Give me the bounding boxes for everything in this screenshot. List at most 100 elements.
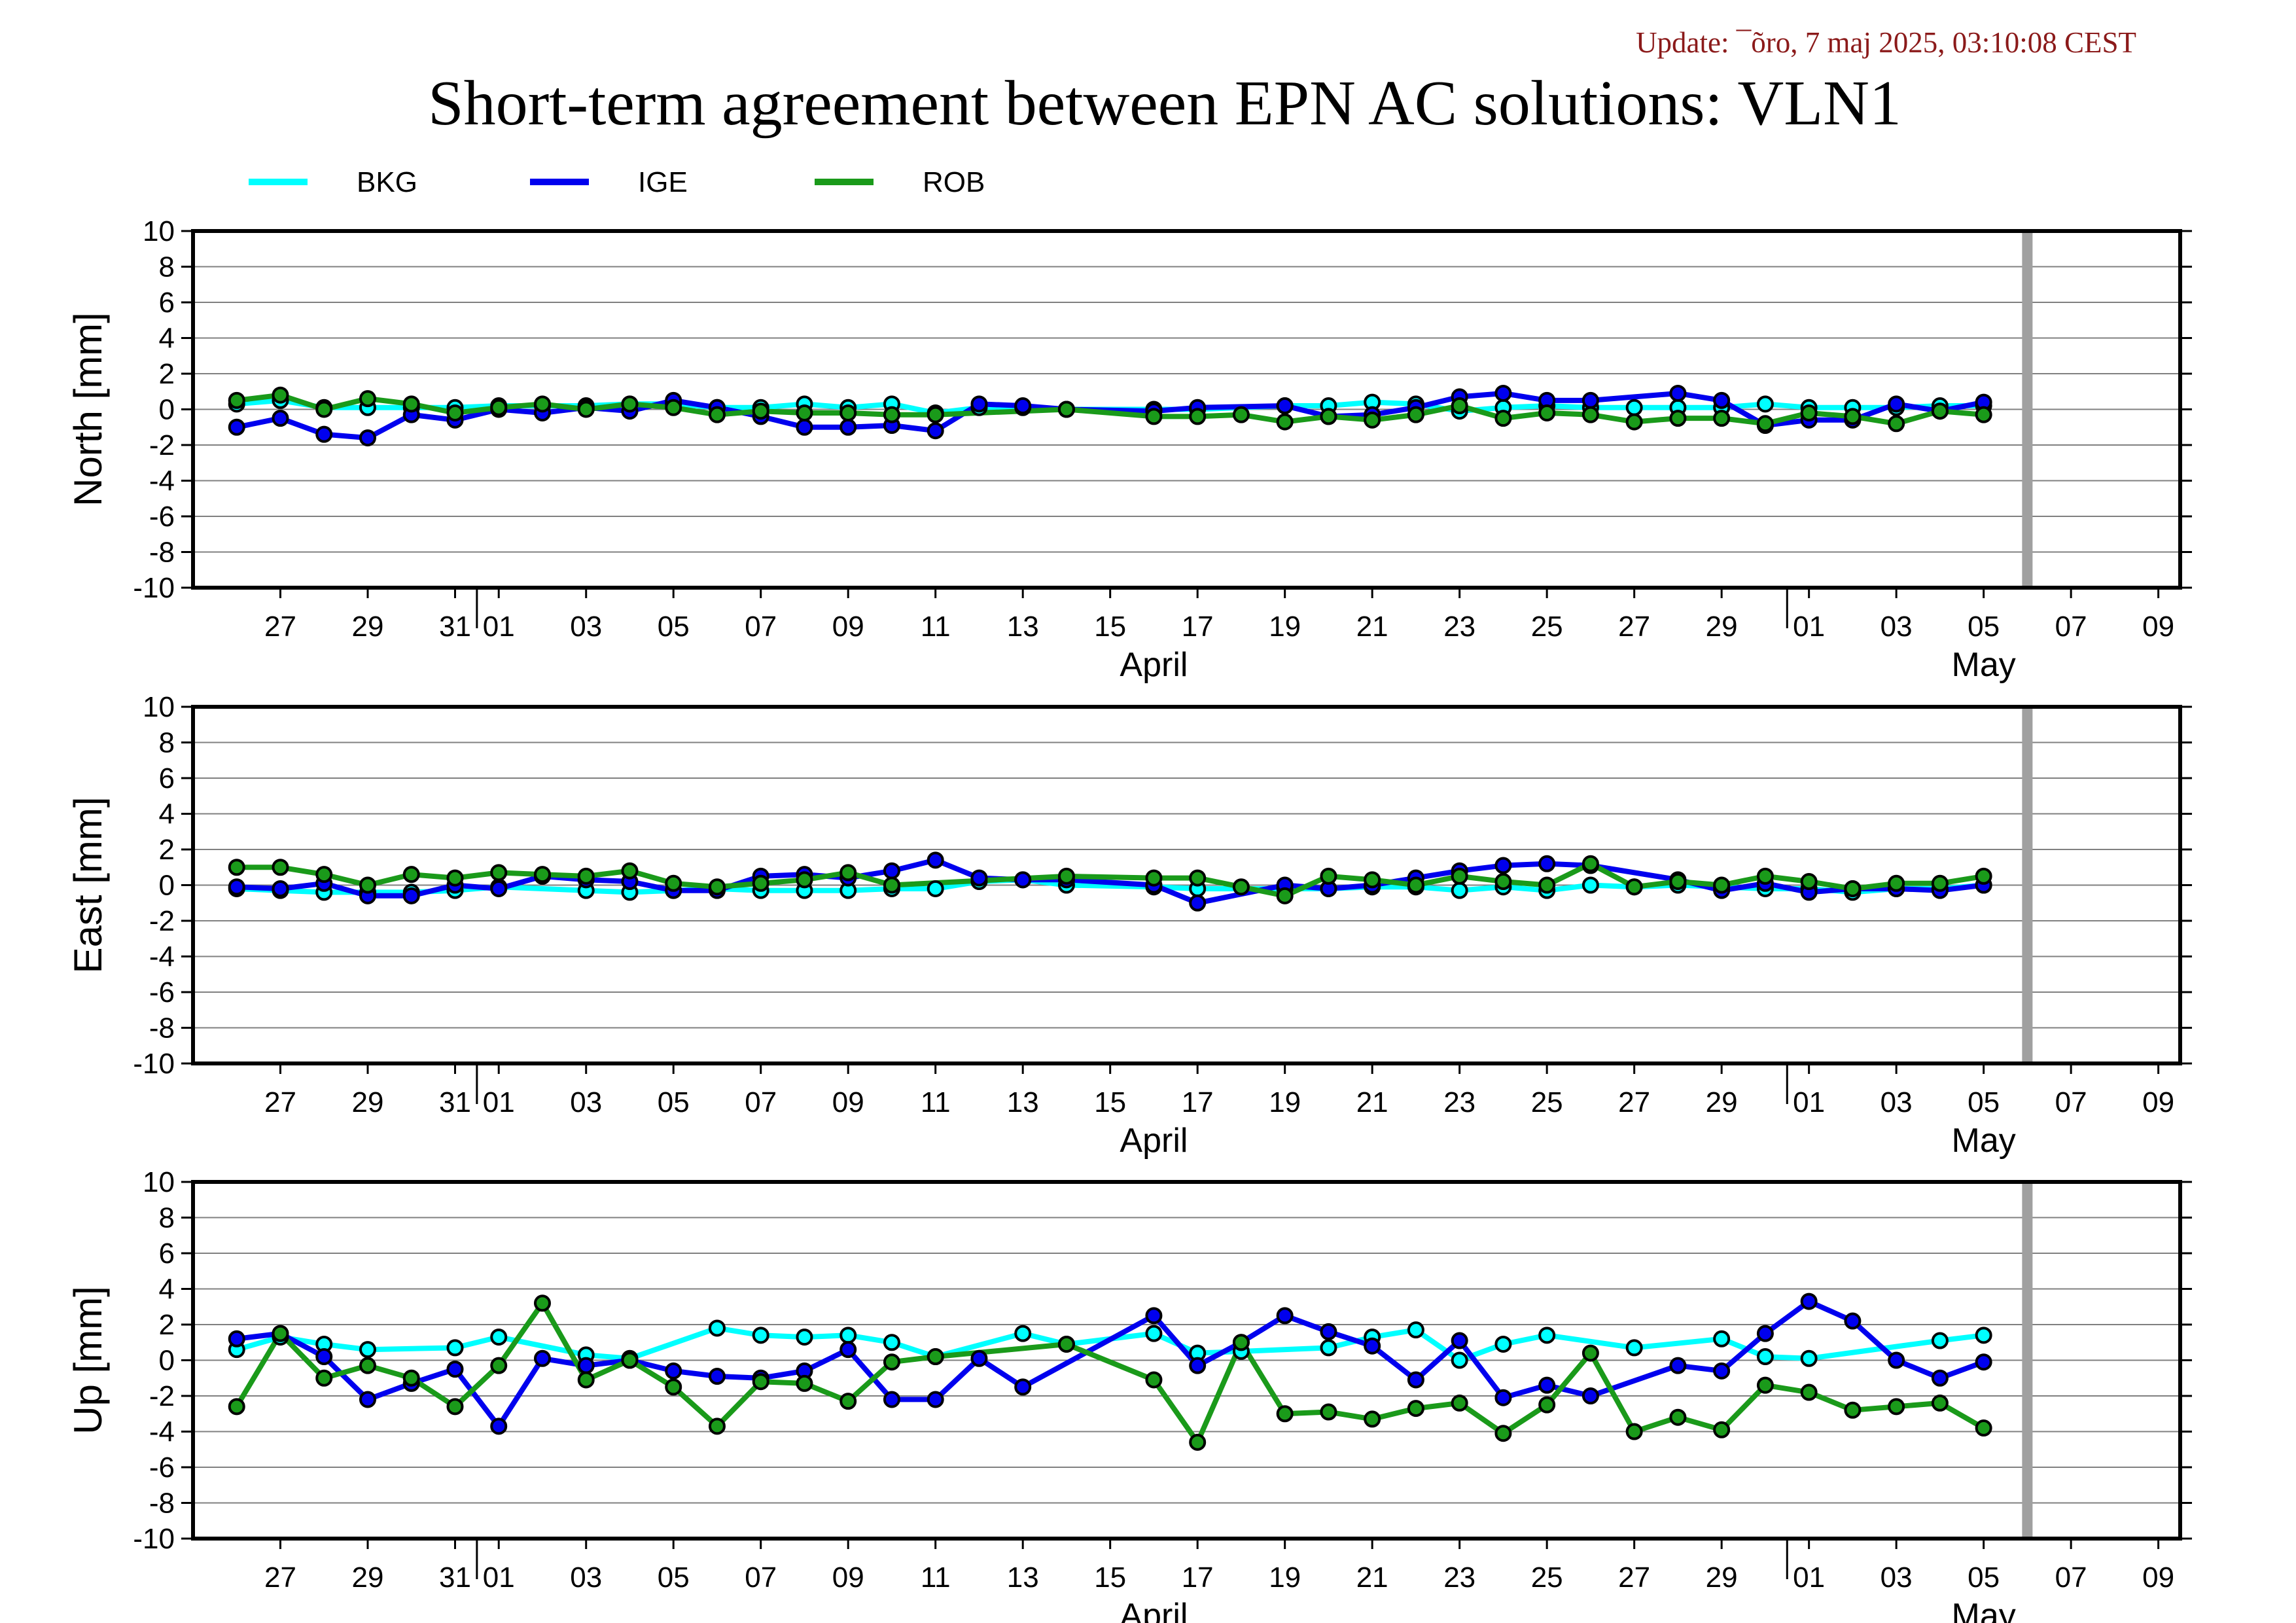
x-tick-label: 03 [570,611,602,643]
data-point-rob [577,401,595,418]
data-point-bkg [1451,1351,1468,1369]
data-point-bkg [1625,399,1643,416]
y-tick-label: -8 [149,537,175,569]
y-tick-label: 8 [159,1202,175,1234]
data-point-ige [1494,384,1512,402]
data-point-rob [533,866,551,883]
data-point-rob [1189,869,1207,887]
x-tick-label: 01 [483,611,515,643]
data-point-rob [708,878,726,896]
x-tick-label: 23 [1443,1561,1475,1594]
x-tick-label: 09 [2142,611,2174,643]
x-tick-label: 25 [1531,1561,1563,1594]
x-tick-label: 29 [352,1086,384,1118]
data-point-rob [315,401,333,418]
data-point-rob [1581,1344,1599,1362]
y-tick-label: -10 [133,1048,175,1080]
data-point-rob [883,406,900,423]
data-point-ige [1538,1376,1556,1394]
x-tick-label: 03 [570,1086,602,1118]
data-point-rob [1669,873,1687,891]
data-point-rob [1276,1405,1294,1423]
data-point-rob [1320,408,1337,425]
data-point-rob [1145,408,1163,425]
data-point-rob [1407,1400,1424,1418]
y-tick-label: 10 [143,1166,175,1198]
data-point-rob [490,864,508,882]
x-tick-label: 07 [745,611,777,643]
data-point-bkg [1756,1348,1774,1366]
y-tick-label: -2 [149,905,175,937]
data-point-ige [1581,391,1599,409]
panel-1: 10 86 4 2 0-2 -4-6 -8 -10 27 29 31 01 03 05 07 09 11 13 15… [66,691,2192,1160]
data-point-bkg [359,1341,376,1359]
data-point-ige [1713,1362,1731,1380]
data-point-rob [1276,887,1294,904]
data-point-rob [927,406,944,423]
data-point-rob [359,876,376,894]
x-tick-label: 23 [1443,611,1475,643]
y-tick-label: -6 [149,1452,175,1484]
x-tick-label: 29 [1706,1086,1738,1118]
y-tick-label: -8 [149,1488,175,1520]
x-tick-label: 07 [2055,611,2087,643]
x-tick-label: 05 [1968,1086,2000,1118]
data-point-ige [1320,1323,1337,1340]
y-tick-label: 10 [143,691,175,723]
data-point-rob [1888,415,1905,433]
data-point-rob [1581,406,1599,423]
data-point-ige [883,862,900,880]
x-tick-label: 19 [1269,611,1301,643]
data-point-rob [839,864,857,882]
data-point-rob [1057,401,1075,418]
legend-label-ige: IGE [638,166,688,198]
x-tick-label: 27 [1618,611,1650,643]
y-tick-label: -6 [149,501,175,533]
data-point-rob [1364,1410,1381,1428]
x-tick-label: 03 [570,1561,602,1594]
data-point-ige [490,880,508,897]
x-tick-label: 17 [1182,611,1214,643]
data-point-rob [228,859,245,876]
data-point-ige [1538,855,1556,872]
data-point-rob [315,1369,333,1387]
data-point-rob [1931,402,1949,420]
data-point-rob [402,1369,420,1387]
data-point-ige [970,395,988,413]
data-point-rob [1931,874,1949,892]
data-point-rob [446,1398,464,1416]
y-tick-label: 4 [159,1274,175,1306]
data-point-rob [1888,1398,1905,1416]
data-point-ige [1189,894,1207,912]
data-point-rob [621,862,639,880]
data-point-rob [1844,880,1862,897]
data-point-ige [228,1330,245,1347]
x-tick-label: 01 [483,1086,515,1118]
x-tick-label: 11 [921,1561,951,1594]
data-point-rob [1057,1335,1075,1353]
data-point-ige [315,425,333,443]
data-point-rob [1232,406,1250,423]
data-point-ige [665,1362,682,1380]
data-point-rob [315,866,333,883]
data-point-rob [883,1353,900,1371]
data-point-rob [1057,867,1075,885]
data-point-bkg [1407,1321,1424,1339]
data-point-ige [272,410,289,427]
data-point-rob [1320,1403,1337,1421]
data-point-bkg [1713,1330,1731,1347]
legend: BKG IGE ROB [249,166,985,198]
x-tick-label: 09 [832,611,864,643]
data-point-rob [1538,404,1556,421]
data-point-rob [533,1294,551,1312]
y-tick-label: -10 [133,572,175,604]
data-point-rob [796,871,813,889]
data-point-bkg [446,1339,464,1357]
data-point-ige [796,418,813,436]
data-point-rob [1407,406,1424,423]
data-point-bkg [1538,1327,1556,1344]
data-point-ige [1975,1353,1992,1371]
y-tick-label: 4 [159,323,175,355]
data-point-rob [752,402,769,420]
x-tick-label: 23 [1443,1086,1475,1118]
